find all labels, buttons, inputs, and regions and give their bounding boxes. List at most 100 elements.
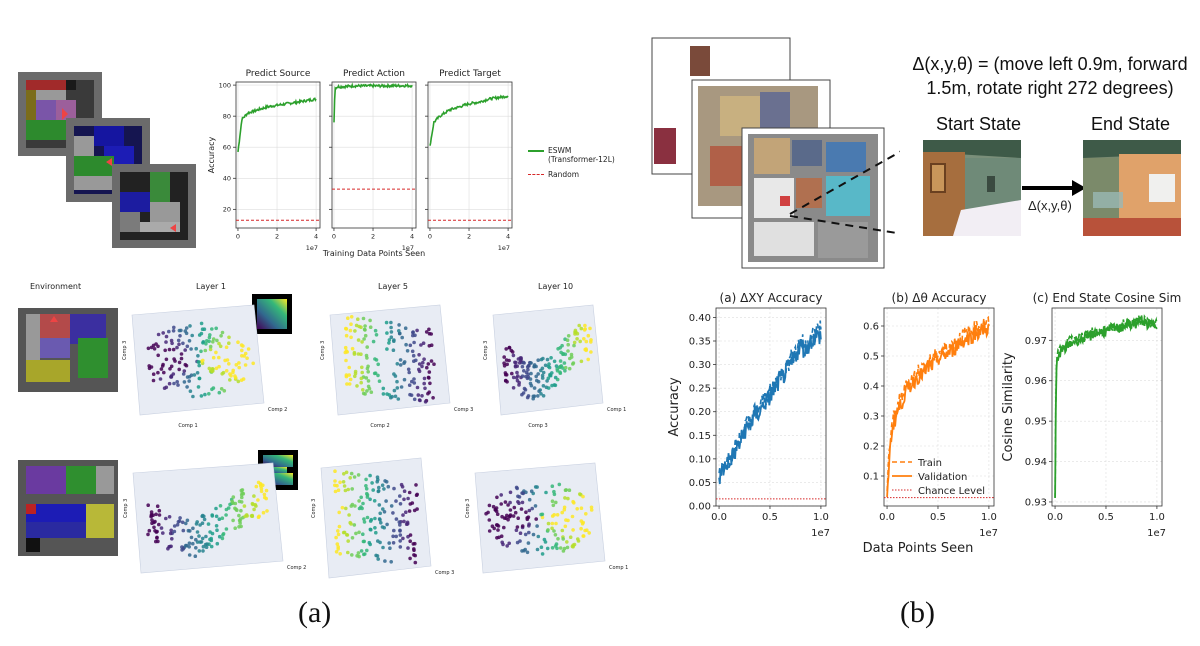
- scatter-point: [182, 369, 187, 373]
- scatter-point: [527, 363, 531, 368]
- scatter-point: [553, 544, 558, 548]
- scatter-point: [377, 503, 382, 507]
- end-state-image: [1083, 140, 1181, 236]
- scatter-point: [511, 386, 516, 390]
- end-state-label: End State: [1091, 114, 1171, 134]
- scatter-point: [184, 326, 189, 330]
- scatter-point: [511, 353, 516, 358]
- scatter-point: [195, 530, 200, 534]
- scatter-point: [561, 537, 565, 541]
- y-tick-label: 0.1: [863, 472, 879, 483]
- scatter-point: [520, 364, 525, 369]
- scatter-point: [244, 513, 249, 517]
- scatter-point: [398, 358, 403, 362]
- scatter-point: [353, 329, 357, 333]
- scatter-point: [214, 326, 218, 331]
- scatter-point: [156, 332, 161, 337]
- scatter-point: [527, 522, 531, 526]
- x-axis-label: Training Data Points Seen: [322, 249, 425, 258]
- scatter-point: [412, 377, 416, 381]
- scatter-point: [169, 528, 173, 533]
- scatter-point: [503, 379, 508, 383]
- scatter-point: [365, 389, 369, 393]
- scatter-point: [552, 359, 557, 364]
- scatter-point: [159, 526, 164, 530]
- scatter-point: [384, 499, 388, 503]
- scatter-point: [536, 394, 540, 398]
- scatter-point: [164, 357, 169, 362]
- scatter-point: [209, 544, 214, 549]
- axis-label: Comp 3: [320, 341, 326, 360]
- scatter-point: [149, 510, 154, 514]
- scatter-point: [215, 338, 219, 343]
- scatter-point: [421, 341, 426, 345]
- scatter-point: [217, 390, 222, 395]
- scatter-point: [236, 340, 240, 344]
- scatter-point: [185, 518, 190, 523]
- scatter-point: [570, 514, 575, 519]
- scatter-point: [377, 485, 381, 490]
- scatter-point: [168, 531, 173, 536]
- chart-title: (a) ΔXY Accuracy: [720, 291, 823, 305]
- scatter-point: [579, 506, 584, 510]
- scatter-point: [374, 530, 378, 535]
- scatter-point: [240, 348, 244, 353]
- scatter-point: [350, 553, 354, 557]
- scatter-point: [560, 528, 565, 533]
- panel-label-b: (b): [900, 596, 935, 629]
- y-tick-label: 0.5: [863, 352, 879, 363]
- scatter-point: [353, 374, 357, 379]
- scatter-point: [254, 484, 259, 489]
- scatter-point: [400, 335, 405, 340]
- scatter-point: [227, 341, 231, 345]
- scatter-point: [346, 487, 351, 492]
- scatter-point: [362, 327, 367, 332]
- eswm-series-line: [333, 82, 413, 123]
- legend-dash-icon: [528, 174, 544, 175]
- scatter-point: [487, 529, 492, 533]
- scatter-point: [221, 370, 226, 375]
- scatter-point: [357, 499, 361, 503]
- scatter-point: [187, 379, 191, 383]
- scatter-point: [171, 347, 176, 352]
- scatter-point: [550, 526, 554, 531]
- scatter-point: [557, 365, 562, 370]
- scatter-point: [362, 337, 366, 341]
- scatter-point: [390, 394, 394, 399]
- scatter-point: [429, 332, 434, 336]
- layer-title-5: Layer 5: [378, 282, 408, 291]
- scatter-point: [540, 376, 545, 380]
- scatter-point: [168, 544, 172, 549]
- scatter-point: [530, 506, 534, 511]
- scatter-point: [520, 524, 525, 528]
- scatter-point: [360, 340, 364, 344]
- scatter-point: [164, 340, 168, 344]
- scatter-point: [411, 353, 416, 358]
- floorplan-card-3: [741, 127, 885, 269]
- scatter-point: [414, 483, 418, 487]
- scatter-point: [156, 353, 160, 358]
- scatter-point: [395, 386, 400, 390]
- scatter-point: [398, 545, 403, 549]
- scatter-point: [550, 521, 555, 526]
- x-exponent-label: 1e7: [306, 244, 318, 252]
- scatter-point: [336, 529, 340, 533]
- scatter-point: [359, 380, 364, 385]
- arrow-label: Δ(x,y,θ): [1028, 198, 1072, 213]
- x-tick-label: 1.0: [981, 512, 997, 523]
- scatter-point: [415, 385, 420, 390]
- scatter-point: [349, 315, 354, 319]
- scatter-point: [401, 513, 405, 517]
- x-tick-label: 4: [506, 233, 510, 241]
- scatter-point: [588, 326, 592, 331]
- scatter-point: [393, 374, 398, 378]
- scatter-point: [536, 372, 540, 376]
- scatter-point: [381, 507, 385, 511]
- scatter-point: [515, 364, 519, 368]
- scatter-point: [338, 552, 343, 556]
- scatter-point: [417, 362, 422, 366]
- scatter-point: [223, 358, 227, 363]
- scatter-point: [566, 342, 570, 347]
- scatter-point: [344, 358, 348, 363]
